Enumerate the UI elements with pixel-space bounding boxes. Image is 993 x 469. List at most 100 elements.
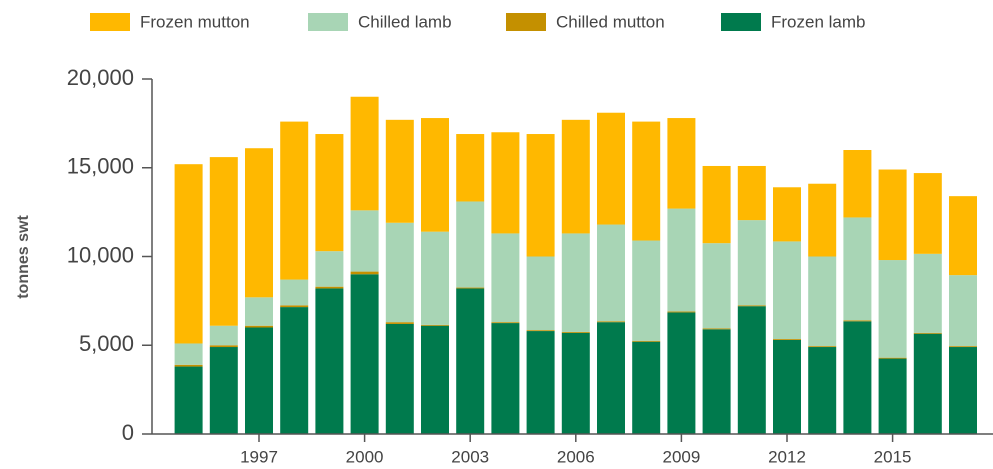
bar-segment (526, 331, 555, 434)
bar-segment (773, 339, 801, 340)
bar-segment (561, 331, 590, 333)
bar-segment (597, 322, 625, 434)
bar-segment (773, 339, 801, 434)
bar-segment (597, 112, 625, 225)
bar-segment (702, 329, 731, 434)
bar-segment (808, 256, 837, 347)
legend-label: Chilled lamb (358, 12, 452, 31)
bar-segment (350, 96, 379, 211)
bar-segment (245, 327, 273, 434)
bar-segment (174, 364, 203, 367)
bar-segment (174, 366, 203, 434)
bar-segment (702, 328, 731, 330)
bar-segment (843, 320, 872, 322)
y-axis-label: tonnes swt (15, 215, 32, 299)
legend-label: Frozen mutton (140, 12, 250, 31)
bar-segment (702, 165, 731, 244)
bar-segment (526, 134, 555, 257)
y-tick-label: 20,000 (67, 65, 134, 90)
bar-segment (843, 217, 872, 321)
bar-segment (913, 333, 942, 434)
bar-segment (421, 118, 449, 232)
x-tick-label: 2006 (557, 447, 595, 466)
bar-segment (843, 321, 872, 434)
bar-segment (949, 275, 977, 347)
bar-segment (632, 121, 661, 241)
bar-segment (315, 134, 344, 252)
y-tick-label: 15,000 (67, 154, 134, 179)
x-tick-label: 2003 (451, 447, 489, 466)
bar-segment (808, 183, 837, 257)
bar-segment (209, 325, 238, 346)
bar-segment (526, 256, 555, 331)
bar-segment (632, 341, 661, 434)
x-tick-label: 2009 (662, 447, 700, 466)
bar-segment (561, 119, 590, 234)
bar-segment (878, 358, 907, 434)
bar-segment (737, 165, 766, 221)
y-tick-label: 5,000 (79, 331, 134, 356)
bar-segment (280, 307, 309, 434)
bar-segment (421, 324, 449, 326)
bar-segment (667, 118, 696, 209)
bar-segment (949, 196, 977, 276)
bar-segment (280, 279, 309, 306)
legend-label: Chilled mutton (556, 12, 665, 31)
bar-segment (526, 330, 555, 332)
y-tick-label: 10,000 (67, 242, 134, 267)
bar-segment (878, 357, 907, 359)
legend-swatch (308, 13, 348, 31)
bar-segment (315, 288, 344, 434)
bar-segment (209, 157, 238, 326)
bar-segment (561, 332, 590, 434)
bar-segment (456, 287, 485, 289)
bar-segment (737, 306, 766, 434)
bar-segment (280, 305, 309, 308)
bar-segment (456, 134, 485, 202)
y-tick-label: 0 (122, 420, 134, 445)
bar-segment (949, 347, 977, 434)
bar-segment (773, 241, 801, 340)
bar-segment (456, 288, 485, 434)
bar-segment (949, 346, 977, 348)
bar-segment (350, 271, 379, 275)
bar-segment (209, 347, 238, 434)
bar-segment (561, 233, 590, 332)
bar-segment (245, 325, 273, 328)
bar-segment (209, 345, 238, 348)
bar-segment (350, 210, 379, 272)
legend-label: Frozen lamb (771, 12, 865, 31)
bar-segment (174, 164, 203, 344)
bar-segment (245, 148, 273, 298)
bar-segment (597, 321, 625, 323)
bar-segment (491, 323, 520, 434)
bar-segment (913, 332, 942, 334)
bar-segment (245, 297, 273, 326)
bar-segment (385, 222, 414, 323)
bar-segment (632, 340, 661, 342)
bar-segment (702, 243, 731, 329)
bar-segment (808, 346, 837, 348)
bar-segment (667, 208, 696, 312)
bar-segment (843, 150, 872, 218)
bar-segment (632, 240, 661, 341)
bar-segment (456, 201, 485, 288)
bar-segment (491, 233, 520, 323)
bar-segment (385, 322, 414, 324)
bar-segment (385, 119, 414, 223)
bar-segment (315, 286, 344, 289)
bar-segment (913, 253, 942, 333)
bar-segment (737, 305, 766, 307)
legend-swatch (90, 13, 130, 31)
bar-segment (174, 343, 203, 365)
bar-segment (808, 347, 837, 434)
legend-swatch (506, 13, 546, 31)
bar-segment (597, 224, 625, 322)
x-tick-label: 2012 (768, 447, 806, 466)
bar-segment (878, 260, 907, 358)
bar-segment (315, 251, 344, 287)
bar-segment (491, 322, 520, 324)
bar-segment (421, 231, 449, 325)
bar-segment (421, 325, 449, 434)
